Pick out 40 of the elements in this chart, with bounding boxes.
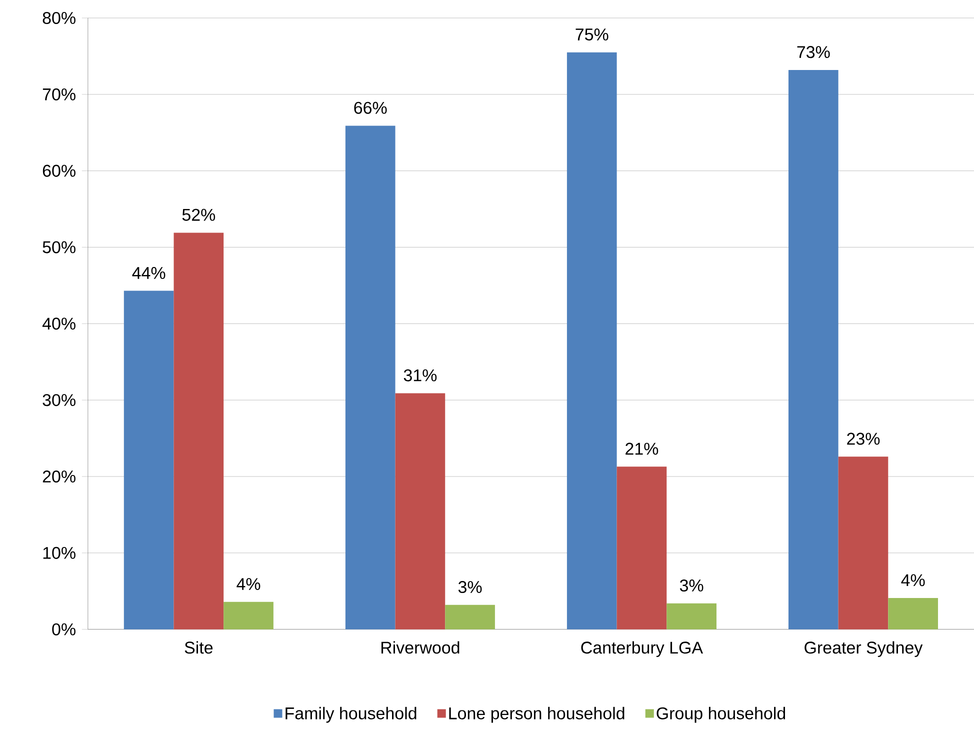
y-tick-label: 20% <box>42 470 76 482</box>
data-label: 3% <box>458 580 482 593</box>
bar <box>445 604 495 630</box>
bar <box>124 290 174 630</box>
legend-label: Lone person household <box>449 706 624 723</box>
bar <box>174 232 224 630</box>
data-label: 3% <box>680 579 704 592</box>
y-tick-label: 70% <box>42 88 76 100</box>
data-label: 75% <box>576 28 608 40</box>
bar <box>888 598 938 630</box>
data-label: 21% <box>626 442 658 455</box>
y-tick-label: 40% <box>42 318 76 330</box>
bar <box>566 52 617 630</box>
data-label: 4% <box>236 578 260 590</box>
data-label: 31% <box>404 369 437 382</box>
y-tick-label: 50% <box>42 241 76 254</box>
data-label: 23% <box>847 432 880 445</box>
bar <box>788 70 838 630</box>
data-label: 52% <box>182 208 216 221</box>
bar <box>224 602 274 630</box>
data-label: 73% <box>797 46 830 58</box>
y-tick-label: 30% <box>42 394 76 406</box>
bar <box>838 456 888 630</box>
x-tick-label: Greater Sydney <box>804 641 923 657</box>
x-tick-label: Site <box>184 641 213 654</box>
x-tick-label: Riverwood <box>381 641 460 654</box>
data-label: 44% <box>132 266 166 279</box>
legend-label: Family household <box>286 706 416 723</box>
data-label: 66% <box>354 102 387 114</box>
bar <box>666 603 716 630</box>
bar <box>616 466 667 630</box>
y-tick-label: 60% <box>42 164 76 177</box>
y-tick-label: 80% <box>42 12 76 24</box>
data-label: 4% <box>901 574 925 586</box>
y-tick-label: 0% <box>52 623 76 636</box>
y-tick-label: 10% <box>43 546 76 559</box>
x-tick-label: Canterbury LGA <box>581 641 704 657</box>
bar <box>395 393 446 630</box>
bar <box>345 126 396 630</box>
legend-label: Group household <box>656 706 786 723</box>
